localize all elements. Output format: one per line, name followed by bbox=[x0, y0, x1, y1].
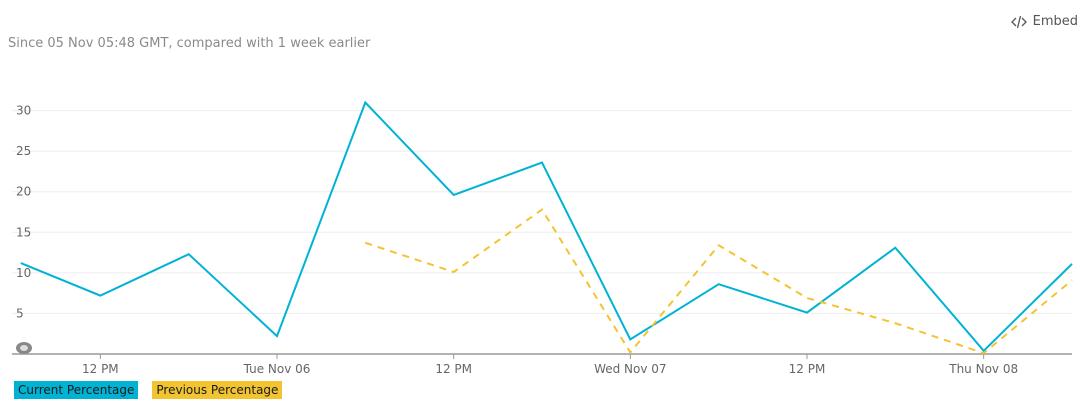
chart-legend: Current Percentage Previous Percentage bbox=[14, 381, 283, 399]
legend-previous-percentage[interactable]: Previous Percentage bbox=[152, 381, 283, 399]
code-icon bbox=[1010, 15, 1027, 28]
x-tick-label: Thu Nov 08 bbox=[948, 362, 1018, 376]
series-line-current bbox=[20, 100, 1073, 353]
legend-current-percentage[interactable]: Current Percentage bbox=[14, 381, 139, 399]
y-tick-label: 15 bbox=[16, 225, 31, 239]
x-tick-label: Tue Nov 06 bbox=[243, 362, 311, 376]
embed-label: Embed bbox=[1032, 14, 1078, 29]
chart-subtitle: Since 05 Nov 05:48 GMT, compared with 1 … bbox=[8, 36, 371, 51]
series-line-previous bbox=[364, 208, 1073, 355]
embed-button[interactable]: Embed bbox=[1010, 14, 1078, 29]
range-handle-inner bbox=[20, 345, 28, 351]
y-tick-label: 10 bbox=[16, 266, 31, 280]
x-tick-label: 12 PM bbox=[82, 362, 119, 376]
x-tick-label: 12 PM bbox=[789, 362, 826, 376]
y-tick-label: 30 bbox=[16, 104, 31, 118]
y-tick-label: 5 bbox=[16, 306, 24, 320]
x-tick-label: 12 PM bbox=[435, 362, 472, 376]
y-tick-label: 20 bbox=[16, 185, 31, 199]
x-tick-label: Wed Nov 07 bbox=[594, 362, 666, 376]
y-tick-label: 25 bbox=[16, 144, 31, 158]
